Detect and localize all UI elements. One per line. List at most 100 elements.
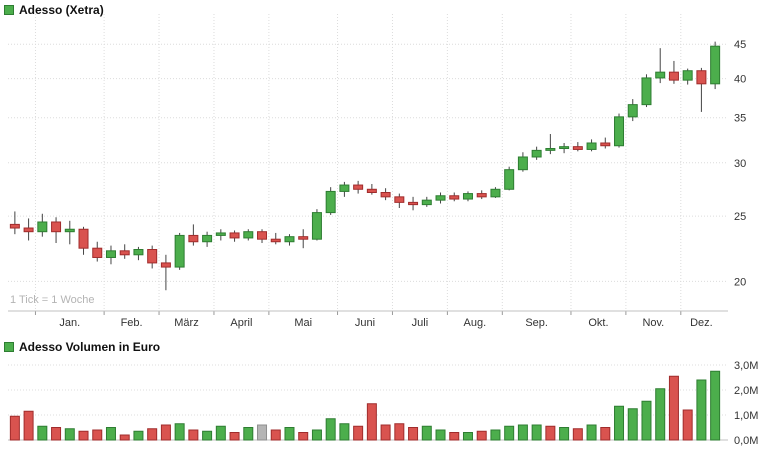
candle: [545, 148, 556, 151]
month-label: Jan.: [59, 317, 80, 329]
candle: [325, 190, 336, 214]
volume-bar: [202, 430, 213, 441]
candle: [174, 234, 185, 268]
candle: [710, 45, 721, 85]
volume-bar: [627, 408, 638, 441]
volume-bar: [188, 429, 199, 441]
candle: [37, 221, 48, 233]
candle: [243, 231, 254, 239]
volume-bar: [476, 430, 487, 441]
month-label: März: [174, 317, 198, 329]
candle: [270, 238, 281, 243]
candle: [655, 71, 666, 79]
candle: [202, 234, 213, 243]
volume-y-tick-label: 0,0M: [734, 435, 758, 447]
volume-bar: [257, 424, 268, 441]
volume-bar: [174, 423, 185, 441]
candle: [614, 116, 625, 147]
volume-bar: [353, 425, 364, 441]
candle: [339, 184, 350, 192]
volume-bar: [9, 415, 20, 441]
volume-bar: [270, 429, 281, 441]
volume-bar: [92, 429, 103, 441]
volume-bar: [462, 432, 473, 441]
price-y-tick-label: 25: [734, 211, 746, 223]
volume-series-legend-icon: [4, 342, 14, 352]
volume-bar: [531, 424, 542, 441]
month-label: Okt.: [588, 317, 608, 329]
candle: [668, 71, 679, 81]
candle: [160, 262, 171, 268]
candle: [641, 77, 652, 106]
month-label: Feb.: [121, 317, 143, 329]
volume-y-tick-label: 1,0M: [734, 410, 758, 422]
candle: [627, 104, 638, 118]
volume-bar: [682, 409, 693, 441]
volume-bar: [449, 432, 460, 441]
price-y-tick-label: 40: [734, 74, 746, 86]
volume-bar: [311, 429, 322, 441]
volume-bar: [243, 427, 254, 441]
volume-bar: [339, 423, 350, 441]
volume-bar: [641, 400, 652, 441]
volume-bar: [545, 425, 556, 441]
candle: [490, 188, 501, 198]
candle: [215, 232, 226, 236]
candle: [9, 223, 20, 229]
volume-bar: [78, 430, 89, 441]
volume-bar: [298, 432, 309, 441]
volume-bar: [215, 425, 226, 441]
month-label: Nov.: [642, 317, 664, 329]
price-chart-title: Adesso (Xetra): [19, 3, 104, 17]
candle: [380, 192, 391, 198]
candle: [559, 146, 570, 150]
volume-bar: [147, 428, 158, 441]
volume-bar: [160, 424, 171, 441]
candle: [64, 228, 75, 233]
candle: [600, 142, 611, 147]
volume-bar: [696, 379, 707, 441]
candle: [408, 201, 419, 206]
price-y-tick-label: 30: [734, 158, 746, 170]
candle: [476, 193, 487, 198]
volume-bar: [229, 432, 240, 441]
volume-bar: [380, 424, 391, 441]
volume-bar: [490, 429, 501, 441]
price-chart-header: Adesso (Xetra): [4, 3, 104, 17]
candle: [147, 249, 158, 264]
candle: [421, 199, 432, 206]
volume-bar: [408, 427, 419, 441]
volume-bar: [37, 425, 48, 441]
volume-bar: [284, 427, 295, 441]
candle: [311, 212, 322, 240]
price-y-tick-label: 45: [734, 39, 746, 51]
volume-y-tick-label: 3,0M: [734, 360, 758, 372]
volume-bar: [105, 427, 116, 441]
volume-bar: [119, 434, 130, 441]
candle: [696, 70, 707, 85]
volume-bar: [435, 429, 446, 441]
volume-bar: [64, 428, 75, 441]
volume-bar: [51, 427, 62, 441]
price-y-tick-label: 35: [734, 113, 746, 125]
candle: [229, 232, 240, 239]
price-series-legend-icon: [4, 5, 14, 15]
tick-interval-watermark: 1 Tick = 1 Woche: [10, 294, 95, 306]
candle: [353, 184, 364, 190]
month-label: Mai: [294, 317, 312, 329]
candle: [531, 149, 542, 158]
volume-bar: [586, 424, 597, 441]
month-label: April: [230, 317, 252, 329]
volume-bar: [394, 423, 405, 441]
candle: [257, 231, 268, 240]
volume-bar: [325, 418, 336, 441]
month-label: Juni: [355, 317, 375, 329]
month-label: Aug.: [464, 317, 487, 329]
candle: [133, 249, 144, 256]
candle: [92, 247, 103, 258]
price-y-tick-label: 20: [734, 276, 746, 288]
candle: [394, 196, 405, 203]
volume-bar: [572, 428, 583, 441]
